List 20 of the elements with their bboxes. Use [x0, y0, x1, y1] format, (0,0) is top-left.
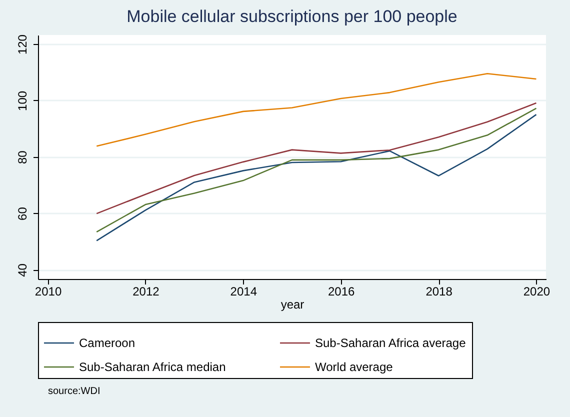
y-tick-label: 80 — [16, 150, 30, 164]
source-note: source:WDI — [48, 386, 100, 397]
y-tick-label: 100 — [16, 90, 30, 111]
x-tick-label: 2016 — [328, 284, 356, 298]
line-series — [96, 102, 537, 214]
legend-label: Sub-Saharan Africa median — [79, 360, 226, 374]
chart-title: Mobile cellular subscriptions per 100 people — [126, 7, 458, 26]
x-tick-label: 2014 — [230, 284, 258, 298]
legend-label: Sub-Saharan Africa average — [315, 336, 466, 350]
legend-label: World average — [315, 360, 394, 374]
y-tick-label: 60 — [16, 206, 30, 220]
x-tick-label: 2020 — [523, 284, 550, 298]
legend-label: Cameroon — [79, 336, 136, 350]
line-series — [96, 72, 537, 147]
y-tick-label: 120 — [16, 34, 30, 55]
x-tick-label: 2018 — [426, 284, 453, 298]
x-axis-title: year — [280, 298, 304, 312]
x-tick-label: 2010 — [34, 284, 62, 298]
y-tick-label: 40 — [16, 263, 30, 277]
x-tick-label: 2012 — [132, 284, 160, 298]
